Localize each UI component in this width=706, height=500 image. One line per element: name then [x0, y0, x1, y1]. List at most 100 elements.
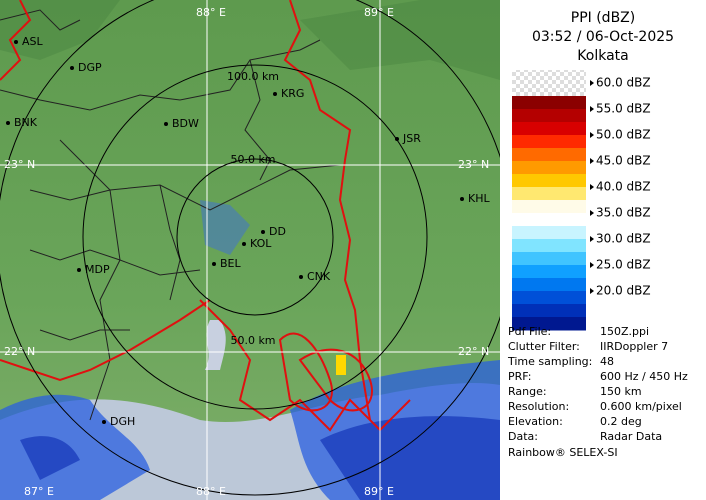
- place-dot: [273, 92, 277, 96]
- legend-panel: PPI (dBZ) 03:52 / 06-Oct-2025 Kolkata 60…: [500, 0, 706, 500]
- legend-arrow: [590, 106, 594, 112]
- grid-label: 22° N: [458, 345, 489, 358]
- legend-arrow: [590, 132, 594, 138]
- place-dot: [261, 230, 265, 234]
- echo: [200, 200, 250, 255]
- legend-title: PPI (dBZ): [571, 10, 635, 26]
- color-band: [512, 317, 586, 331]
- legend-label: 55.0 dBZ: [596, 102, 651, 116]
- terrain: [0, 0, 500, 80]
- place-label: BDW: [172, 117, 199, 130]
- legend-label: 25.0 dBZ: [596, 258, 651, 272]
- place-dot: [6, 121, 10, 125]
- color-band: [512, 265, 586, 279]
- legend-arrow: [590, 158, 594, 164]
- grid-label: 88° E: [196, 485, 226, 498]
- legend-label: 50.0 dBZ: [596, 128, 651, 142]
- color-band: [512, 213, 586, 227]
- place-label: MDP: [85, 263, 110, 276]
- legend-time: 03:52 / 06-Oct-2025: [532, 29, 674, 45]
- grid-label: 89° E: [364, 485, 394, 498]
- legend-arrow: [590, 262, 594, 268]
- grid-label: 23° N: [4, 158, 35, 171]
- info-value: 150Z.ppi: [600, 325, 649, 338]
- color-band: [512, 122, 586, 136]
- info-key: Clutter Filter:: [508, 340, 580, 353]
- place-dot: [164, 122, 168, 126]
- legend-label: 30.0 dBZ: [596, 232, 651, 246]
- info-value: Radar Data: [600, 430, 662, 443]
- info-key: PRF:: [508, 370, 531, 383]
- legend-label: 60.0 dBZ: [596, 76, 651, 90]
- info-value: 150 km: [600, 385, 642, 398]
- legend-arrow: [590, 288, 594, 294]
- place-label: KOL: [250, 237, 272, 250]
- place-label: ASL: [22, 35, 44, 48]
- color-band: [512, 148, 586, 162]
- color-band: [512, 109, 586, 123]
- legend-label: 40.0 dBZ: [596, 180, 651, 194]
- grid-label: 89° E: [364, 6, 394, 19]
- color-band: [512, 226, 586, 240]
- place-label: KHL: [468, 192, 490, 205]
- legend-label: 45.0 dBZ: [596, 154, 651, 168]
- info-value: IIRDoppler 7: [600, 340, 668, 353]
- legend-label: 35.0 dBZ: [596, 206, 651, 220]
- place-dot: [460, 197, 464, 201]
- color-band: [512, 161, 586, 175]
- boundaries: [0, 0, 411, 432]
- legend-arrow: [590, 184, 594, 190]
- place-dot: [77, 268, 81, 272]
- place-dot: [212, 262, 216, 266]
- legend-label: 20.0 dBZ: [596, 284, 651, 298]
- info-value: 0.2 deg: [600, 415, 642, 428]
- place-label: DGP: [78, 61, 102, 74]
- place-dot: [299, 275, 303, 279]
- color-band: [512, 135, 586, 149]
- info-key: Data:: [508, 430, 538, 443]
- color-band: [512, 239, 586, 253]
- place-dot: [242, 242, 246, 246]
- place-label: CNK: [307, 270, 331, 283]
- place-label: BEL: [220, 257, 241, 270]
- grid-label: 22° N: [4, 345, 35, 358]
- color-band: [512, 187, 586, 201]
- info-footer: Rainbow® SELEX-SI: [508, 446, 618, 459]
- range-label: 100.0 km: [227, 70, 279, 83]
- info-key: Resolution:: [508, 400, 569, 413]
- place-label: DGH: [110, 415, 135, 428]
- color-band: [512, 96, 586, 110]
- legend-arrow: [590, 210, 594, 216]
- place-label: JSR: [402, 132, 421, 145]
- info-value: 48: [600, 355, 614, 368]
- color-band: [512, 291, 586, 305]
- legend-arrow: [590, 80, 594, 86]
- grid-label: 87° E: [24, 485, 54, 498]
- graticule: [0, 0, 500, 500]
- info-key: Elevation:: [508, 415, 563, 428]
- range-label: 50.0 km: [230, 153, 275, 166]
- place-dot: [70, 66, 74, 70]
- place-label: BNK: [14, 116, 38, 129]
- river: [205, 320, 226, 370]
- place-label: KRG: [281, 87, 304, 100]
- place-label: DD: [269, 225, 286, 238]
- range-label: 50.0 km: [230, 334, 275, 347]
- color-bar: 60.0 dBZ 55.0 dBZ 50.0 dBZ 45.0 dBZ 40.0 dBZ…: [512, 70, 651, 331]
- grid-label: 23° N: [458, 158, 489, 171]
- info-key: Pdf File:: [508, 325, 551, 338]
- info-value: 600 Hz / 450 Hz: [600, 370, 688, 383]
- place-dot: [14, 40, 18, 44]
- legend-site: Kolkata: [577, 48, 628, 64]
- echo: [336, 355, 346, 375]
- color-band: [512, 278, 586, 292]
- color-band: [512, 174, 586, 188]
- color-band: [512, 252, 586, 266]
- no-data-band: [512, 70, 586, 96]
- place-dot: [395, 137, 399, 141]
- color-band: [512, 304, 586, 318]
- info-key: Range:: [508, 385, 547, 398]
- info-key: Time sampling:: [507, 355, 592, 368]
